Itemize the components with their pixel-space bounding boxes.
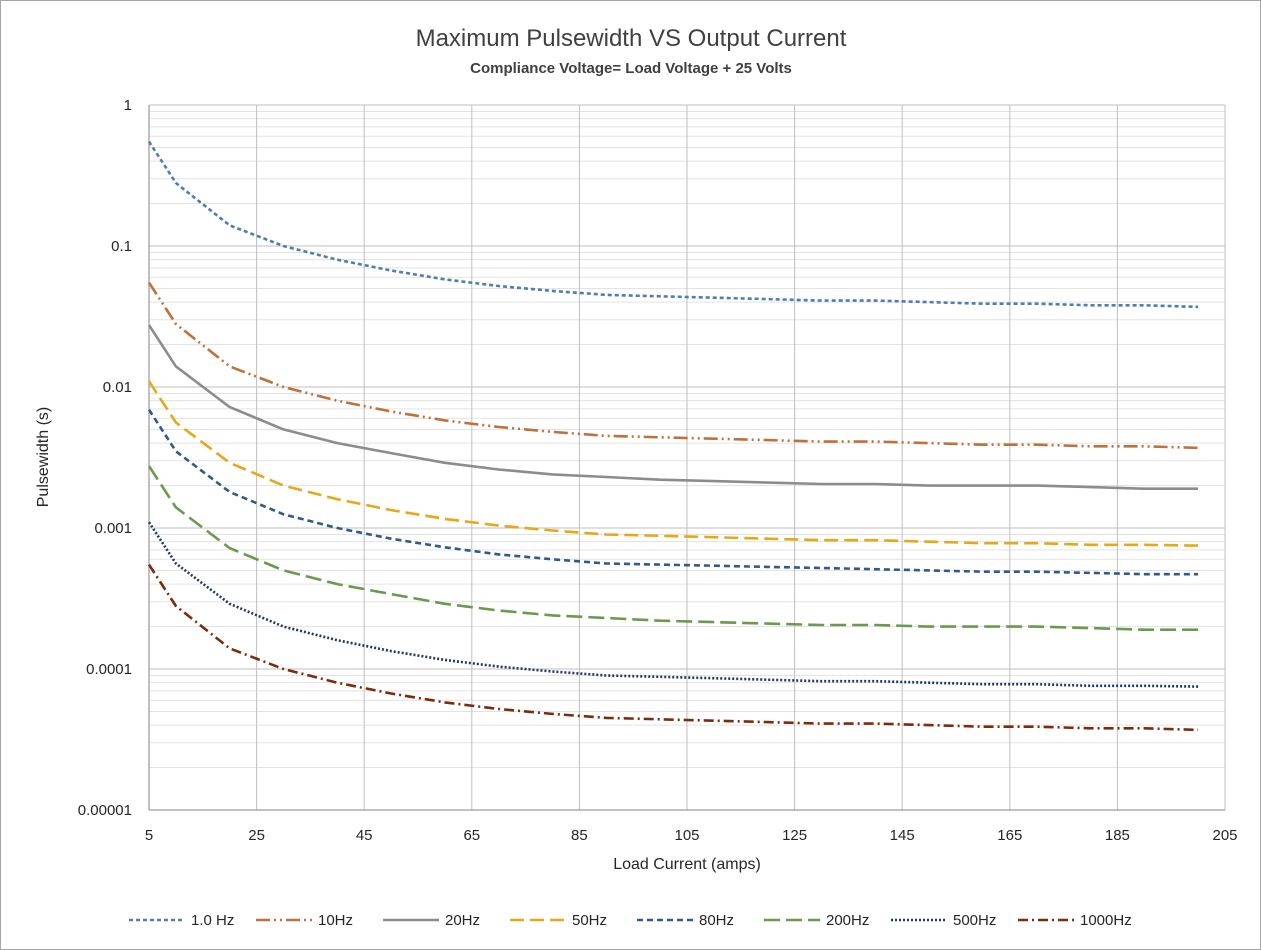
legend-label: 1000Hz <box>1080 912 1132 929</box>
x-tick-label: 5 <box>145 827 153 844</box>
x-axis-label: Load Current (amps) <box>613 856 761 873</box>
series-line-80hz <box>147 408 1199 576</box>
grid <box>148 104 1226 811</box>
x-tick-label: 205 <box>1212 827 1237 844</box>
chart-title: Maximum Pulsewidth VS Output Current <box>416 25 847 52</box>
legend-label: 10Hz <box>318 912 353 929</box>
x-tick-label: 25 <box>248 827 265 844</box>
legend-label: 80Hz <box>699 912 734 929</box>
legend-label: 50Hz <box>572 912 607 929</box>
x-tick-label: 65 <box>463 827 480 844</box>
axes <box>148 105 1225 811</box>
series-line-50hz <box>147 380 1199 547</box>
legend-label: 20Hz <box>445 912 480 929</box>
x-tick-label: 185 <box>1105 827 1130 844</box>
series-line-200hz <box>147 465 1199 632</box>
chart-subtitle: Compliance Voltage= Load Voltage + 25 Vo… <box>470 60 792 77</box>
y-tick-label: 0.00001 <box>78 802 132 819</box>
x-tick-label: 45 <box>356 827 373 844</box>
x-tick-label: 105 <box>674 827 699 844</box>
legend-label: 500Hz <box>953 912 996 929</box>
x-tick-label: 125 <box>782 827 807 844</box>
series-lines <box>147 140 1199 732</box>
series-line-20hz <box>147 324 1199 491</box>
legend: 1.0 Hz 10Hz 20Hz 50Hz 80Hz 200Hz 500Hz 1000Hz <box>129 912 1132 929</box>
series-line-1000hz <box>147 563 1199 732</box>
legend-label: 200Hz <box>826 912 869 929</box>
legend-label: 1.0 Hz <box>191 912 234 929</box>
y-tick-label: 0.01 <box>103 379 132 396</box>
x-tick-label: 145 <box>890 827 915 844</box>
series-line-500hz <box>147 521 1199 688</box>
y-tick-label: 1 <box>124 97 132 114</box>
x-tick-label: 85 <box>571 827 588 844</box>
series-line-10hz <box>147 281 1199 450</box>
y-axis-label: Pulsewidth (s) <box>35 407 52 507</box>
series-line-1-0-hz <box>147 140 1199 309</box>
y-tick-label: 0.001 <box>94 520 132 537</box>
y-tick-label: 0.1 <box>111 238 132 255</box>
y-tick-label: 0.0001 <box>86 661 132 678</box>
tick-labels: 5 25 45 65 85 105 125 145 165 185 205 1 0.1 0.01 0.001… <box>78 97 1238 844</box>
x-tick-label: 165 <box>997 827 1022 844</box>
